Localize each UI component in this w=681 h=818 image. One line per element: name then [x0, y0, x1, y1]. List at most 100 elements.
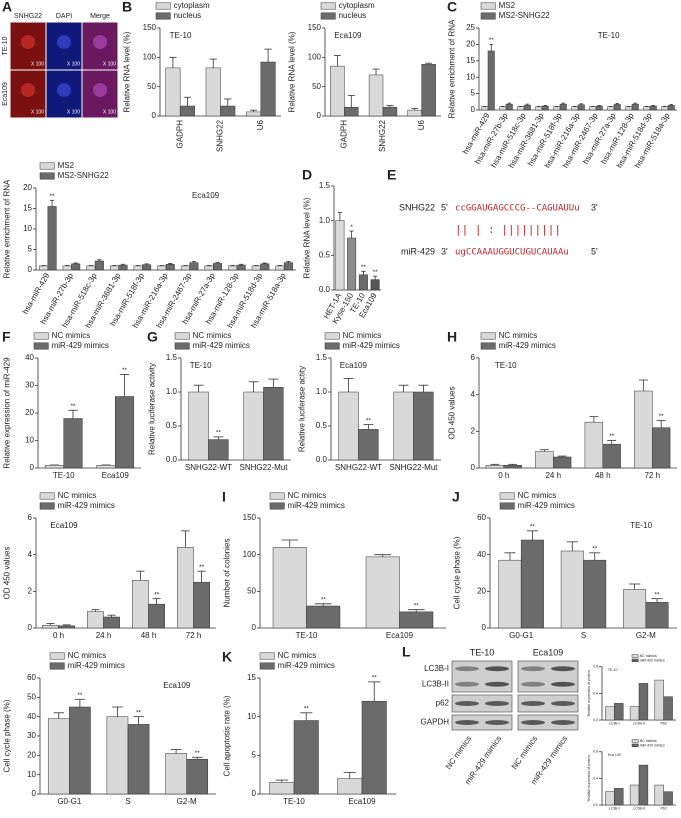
- legend-label: miR-429 mimics: [52, 341, 109, 350]
- bar: [283, 262, 293, 271]
- y-axis-label: Relative expression of protein: [587, 670, 591, 716]
- bar: [589, 106, 597, 111]
- x-tick-label: SNHG22-Mut: [389, 463, 438, 472]
- bar: [595, 105, 603, 111]
- bar: [103, 616, 120, 629]
- y-axis-label: OD 450 values: [2, 547, 11, 600]
- x-tick-label: GADPH: [339, 120, 348, 149]
- legend-swatch: [631, 743, 639, 748]
- legend-label: miR-429 mimics: [640, 743, 665, 747]
- inner-title: Eca109: [50, 521, 78, 530]
- sequence-name: miR-429: [401, 246, 435, 256]
- bar: [246, 111, 262, 117]
- bar: [306, 605, 341, 629]
- y-tick-label: 4: [28, 550, 33, 559]
- significance: **: [216, 430, 221, 437]
- bar: [228, 265, 238, 271]
- y-axis-label: OD 450 values: [447, 387, 456, 440]
- bar: [62, 265, 72, 271]
- y-axis-label: Cell cycle phase (%): [452, 536, 461, 609]
- bar: [541, 105, 549, 111]
- y-tick-label: 2: [471, 426, 476, 435]
- panel-label: K: [222, 649, 232, 665]
- significance: **: [122, 367, 127, 374]
- y-tick-label: 0.5: [316, 421, 328, 430]
- x-tick-label: 72 h: [186, 631, 202, 640]
- bar: [368, 74, 384, 117]
- band-label: p62: [436, 699, 450, 708]
- bar: [667, 105, 675, 111]
- significance: **: [136, 709, 141, 716]
- panel-label: E: [387, 167, 396, 183]
- bar: [177, 547, 194, 629]
- x-tick-label: U6: [417, 119, 426, 130]
- band-label: GAPDH: [421, 718, 450, 727]
- x-tick-label: G2-M: [177, 797, 197, 806]
- bar: [148, 603, 165, 629]
- bar: [602, 443, 621, 469]
- y-tick-label: 0.0: [593, 718, 598, 722]
- legend-label: nucleus: [339, 11, 367, 20]
- legend-swatch: [49, 662, 65, 670]
- x-tick-label: SNHG22: [378, 119, 387, 152]
- legend-swatch: [631, 658, 639, 663]
- y-tick-label: 50: [312, 82, 321, 91]
- sequence-end: 3': [441, 246, 448, 256]
- y-tick-label: 10: [27, 770, 36, 779]
- lane-label: NC mimics: [510, 734, 540, 771]
- y-axis-label: Relative RNA level (%): [287, 31, 296, 112]
- y-tick-label: 0: [471, 105, 476, 114]
- panel-label: J: [452, 489, 460, 505]
- bar: [193, 581, 210, 629]
- y-tick-label: 0.8: [593, 665, 598, 669]
- y-tick-label: 150: [243, 513, 257, 522]
- bar: [487, 50, 495, 111]
- legend-swatch: [39, 492, 55, 500]
- legend-label: cytoplasm: [339, 1, 375, 10]
- blot-strip: [517, 694, 579, 713]
- band-label: LC3B-II: [422, 679, 449, 688]
- significance: **: [609, 433, 614, 440]
- y-tick-label: 0: [252, 789, 257, 798]
- bar: [243, 391, 264, 461]
- legend-swatch: [269, 492, 285, 500]
- y-tick-label: 15: [23, 204, 32, 213]
- column-label: DAPI: [56, 13, 72, 20]
- legend-swatch: [631, 654, 639, 658]
- cell: [93, 83, 107, 97]
- panel-label: I: [222, 489, 226, 505]
- y-tick-label: 0: [252, 623, 257, 632]
- legend-label: miR-429 mimics: [288, 501, 345, 510]
- bar: [109, 265, 119, 271]
- legend-swatch: [39, 502, 55, 510]
- y-tick-label: 100: [308, 52, 322, 61]
- blot-band: [521, 701, 545, 706]
- sequence: ccGGAUGAGCCCG--CAGUAUUu: [455, 204, 580, 214]
- bar: [275, 265, 285, 271]
- y-tick-label: 0: [30, 463, 35, 472]
- y-tick-label: 60: [27, 673, 36, 682]
- y-tick-label: 0.0: [316, 455, 328, 464]
- inner-title: Eca109: [334, 31, 362, 40]
- bar: [213, 263, 223, 271]
- bar: [69, 706, 91, 795]
- bar: [584, 421, 603, 469]
- y-tick-label: 10: [25, 436, 34, 445]
- bar: [407, 109, 422, 117]
- y-tick-label: 5: [252, 750, 257, 759]
- bar: [631, 103, 639, 111]
- legend-label: cytoplasm: [174, 1, 210, 10]
- column-label: Merge: [90, 13, 110, 20]
- legend-swatch: [155, 2, 171, 10]
- bar: [106, 716, 129, 795]
- x-tick-label: TE-10: [283, 797, 305, 806]
- y-axis-label: Relative expression of miR-429: [2, 357, 11, 469]
- inner-title: Eca109: [340, 361, 368, 370]
- x-tick-label: P62: [661, 806, 667, 810]
- y-tick-label: 50: [247, 586, 256, 595]
- significance: **: [361, 264, 366, 271]
- y-axis-label: Relative RNA level (%): [122, 31, 131, 112]
- bar: [607, 106, 615, 111]
- legend-swatch: [324, 342, 340, 350]
- sequence-name: SNHG22: [399, 202, 435, 212]
